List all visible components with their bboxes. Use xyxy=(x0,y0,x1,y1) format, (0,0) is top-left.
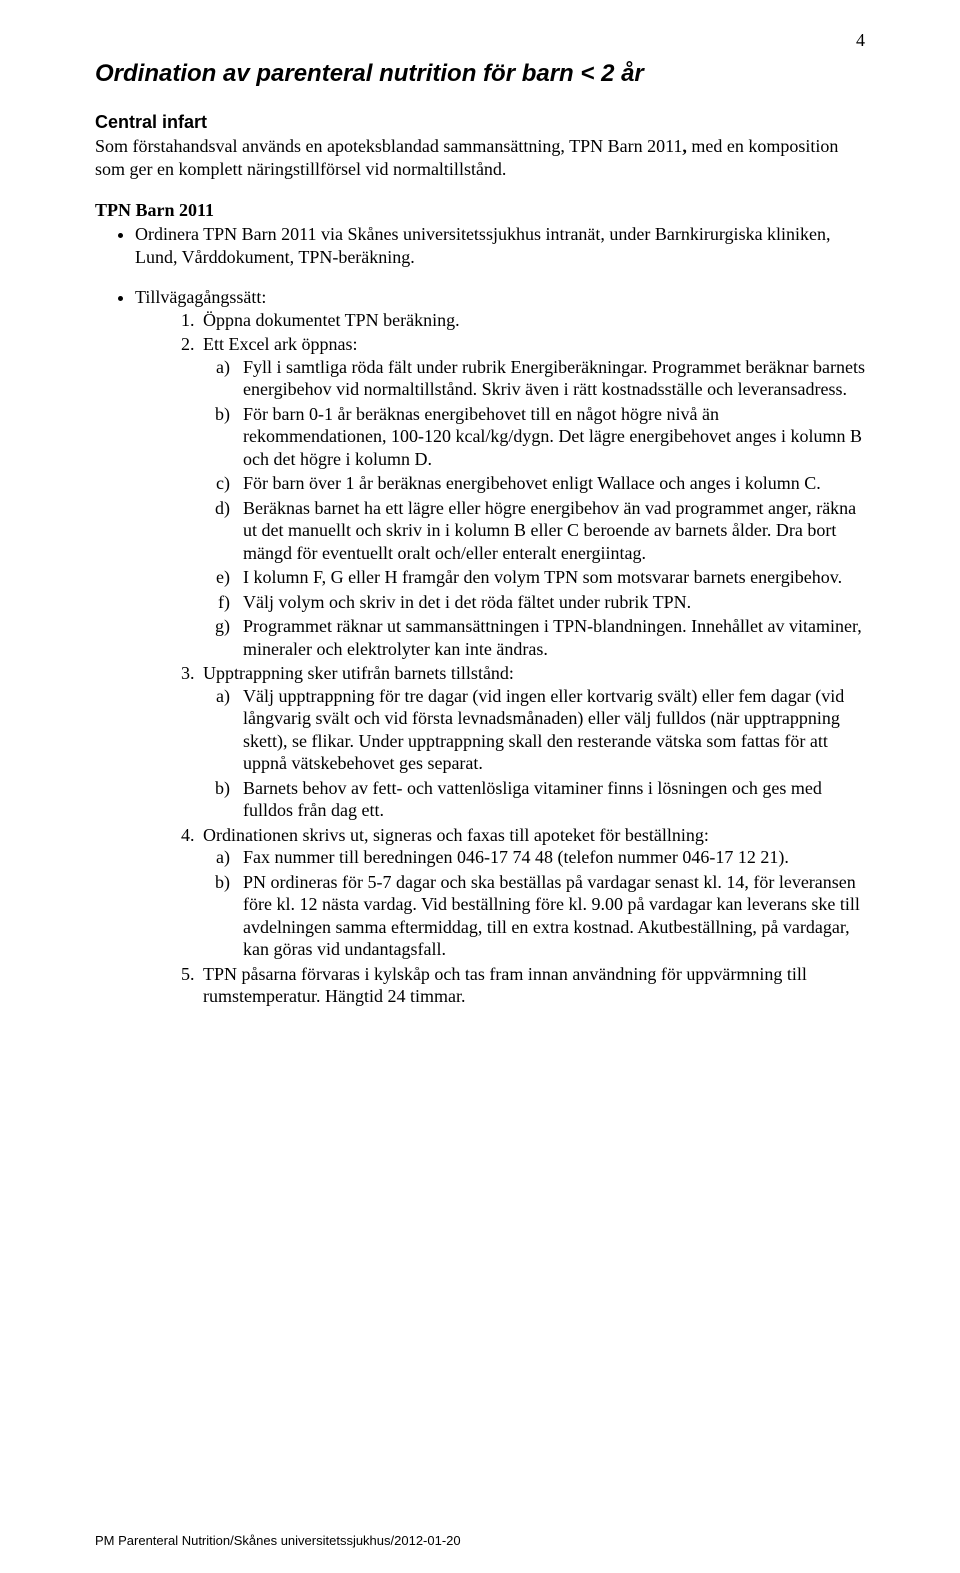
tpn-heading: TPN Barn 2011 xyxy=(95,200,865,221)
bullet-ordina: Ordinera TPN Barn 2011 via Skånes univer… xyxy=(135,223,865,268)
page-footer: PM Parenteral Nutrition/Skånes universit… xyxy=(95,1533,461,1548)
step-3b: Barnets behov av fett- och vattenlösliga… xyxy=(239,777,865,822)
document-page: 4 Ordination av parenteral nutrition för… xyxy=(0,0,960,1573)
step-2-sublist: Fyll i samtliga röda fält under rubrik E… xyxy=(203,356,865,661)
bullet-tillv: Tillvägagångssätt: Öppna dokumentet TPN … xyxy=(135,286,865,1008)
step-2d: Beräknas barnet ha ett lägre eller högre… xyxy=(239,497,865,565)
bullet-list-1: Ordinera TPN Barn 2011 via Skånes univer… xyxy=(95,223,865,268)
step-2a: Fyll i samtliga röda fält under rubrik E… xyxy=(239,356,865,401)
intro-text-1: Som förstahandsval används en apoteksbla… xyxy=(95,136,682,156)
step-4b: PN ordineras för 5-7 dagar och ska bestä… xyxy=(239,871,865,961)
step-2f: Välj volym och skriv in det i det röda f… xyxy=(239,591,865,614)
intro-paragraph: Som förstahandsval används en apoteksbla… xyxy=(95,135,865,180)
step-4-lead: Ordinationen skrivs ut, signeras och fax… xyxy=(203,825,709,845)
step-3-lead: Upptrappning sker utifrån barnets tillst… xyxy=(203,663,514,683)
step-2: Ett Excel ark öppnas: Fyll i samtliga rö… xyxy=(199,333,865,660)
step-4: Ordinationen skrivs ut, signeras och fax… xyxy=(199,824,865,961)
step-5: TPN påsarna förvaras i kylskåp och tas f… xyxy=(199,963,865,1008)
page-number: 4 xyxy=(856,30,865,51)
page-title: Ordination av parenteral nutrition för b… xyxy=(95,60,865,88)
bullet-tillv-label: Tillvägagångssätt: xyxy=(135,287,266,307)
numbered-steps: Öppna dokumentet TPN beräkning. Ett Exce… xyxy=(135,309,865,1008)
step-3a: Välj upptrappning för tre dagar (vid ing… xyxy=(239,685,865,775)
step-4-sublist: Fax nummer till beredningen 046-17 74 48… xyxy=(203,846,865,961)
step-2g: Programmet räknar ut sammansättningen i … xyxy=(239,615,865,660)
bullet-list-2: Tillvägagångssätt: Öppna dokumentet TPN … xyxy=(95,286,865,1008)
step-2-lead: Ett Excel ark öppnas: xyxy=(203,334,357,354)
step-4a: Fax nummer till beredningen 046-17 74 48… xyxy=(239,846,865,869)
section-heading: Central infart xyxy=(95,112,865,133)
step-2b: För barn 0-1 år beräknas energibehovet t… xyxy=(239,403,865,471)
step-3-sublist: Välj upptrappning för tre dagar (vid ing… xyxy=(203,685,865,822)
step-2c: För barn över 1 år beräknas energibehove… xyxy=(239,472,865,495)
step-2e: I kolumn F, G eller H framgår den volym … xyxy=(239,566,865,589)
step-3: Upptrappning sker utifrån barnets tillst… xyxy=(199,662,865,822)
step-1: Öppna dokumentet TPN beräkning. xyxy=(199,309,865,332)
